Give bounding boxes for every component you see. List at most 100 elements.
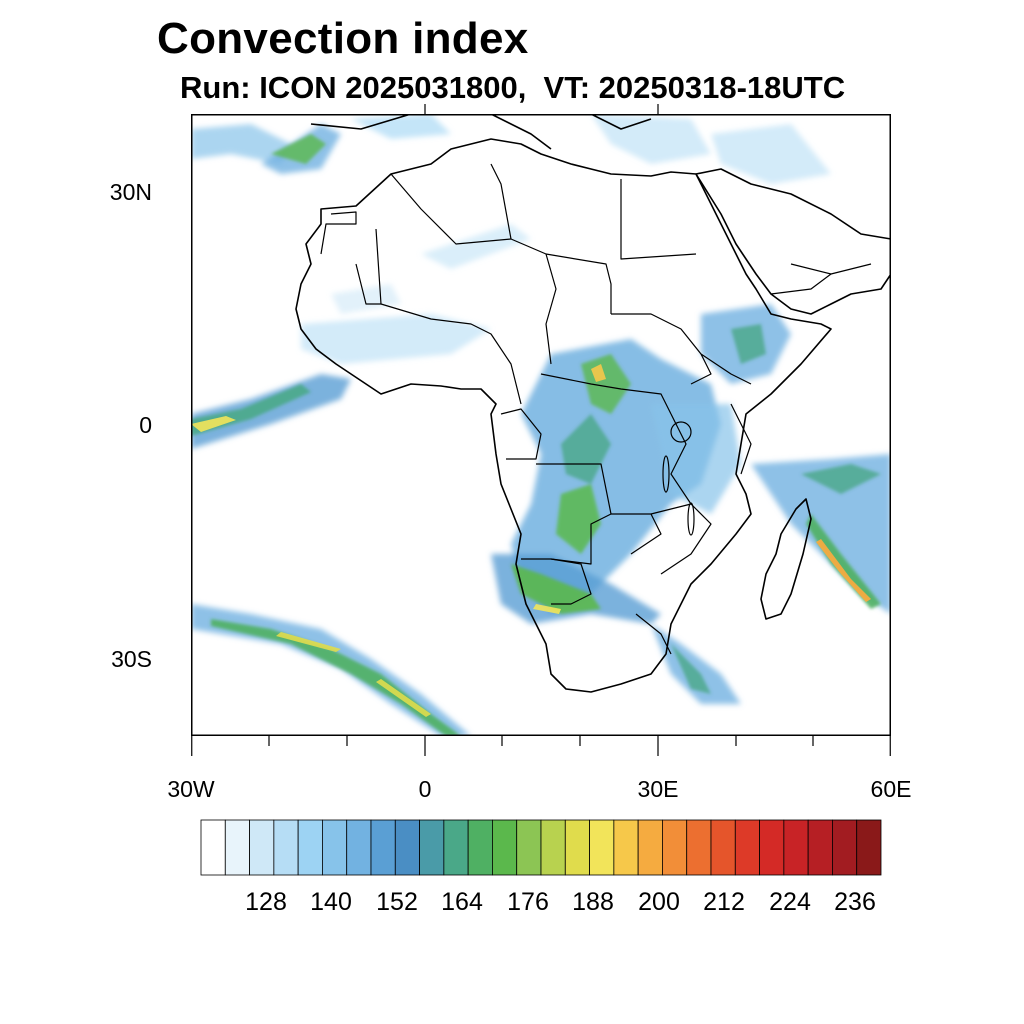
field-blob <box>331 284 401 314</box>
colorbar-swatch <box>540 819 566 876</box>
border <box>770 273 832 295</box>
field-blob <box>511 564 601 614</box>
colorbar-swatch <box>662 819 688 876</box>
madagascar-coastline <box>760 498 812 620</box>
coastlines <box>295 114 891 693</box>
border <box>650 503 712 575</box>
country-borders <box>320 163 872 655</box>
border <box>635 613 672 655</box>
field-blob <box>191 124 291 164</box>
colorbar-swatch <box>686 819 712 876</box>
field-blob <box>806 514 881 609</box>
colorbar-swatch <box>637 819 663 876</box>
africa-coastline <box>295 138 832 693</box>
colorbar-swatch <box>832 819 858 876</box>
lake-tanganyika <box>662 455 670 493</box>
lat-label-30s: 30S <box>111 646 152 672</box>
colorbar-swatch <box>710 819 736 876</box>
border <box>521 558 592 605</box>
bottom-ticks <box>191 736 891 756</box>
field-blob <box>561 414 611 484</box>
colorbar-swatch <box>613 819 639 876</box>
border <box>320 211 357 255</box>
field-blob <box>191 416 236 432</box>
colorbar-swatch <box>297 819 323 876</box>
border <box>620 179 697 260</box>
field-blob <box>533 604 561 614</box>
field-blob <box>421 224 531 269</box>
colorbar-swatch <box>394 819 420 876</box>
field-blob <box>211 619 461 736</box>
border <box>380 303 522 405</box>
colorbar <box>200 819 882 876</box>
border <box>790 263 872 275</box>
top-ticks <box>424 104 659 114</box>
lake-malawi <box>687 502 695 536</box>
lon-label-0: 0 <box>418 776 432 802</box>
colorbar-swatch <box>759 819 785 876</box>
field-blob <box>191 374 351 449</box>
field-blob <box>711 124 831 184</box>
colorbar-label: 152 <box>376 888 418 916</box>
colorbar-swatch <box>346 819 372 876</box>
field-blob <box>276 632 341 652</box>
colorbar-label: 164 <box>441 888 483 916</box>
field-blob <box>556 484 601 554</box>
colorbar-swatch <box>273 819 299 876</box>
colorbar-swatch <box>856 819 882 876</box>
colorbar-swatch <box>200 819 226 876</box>
colorbar-swatch <box>322 819 348 876</box>
colorbar-label: 140 <box>310 888 352 916</box>
colorbar-swatch <box>783 819 809 876</box>
field-blob <box>301 314 491 364</box>
colorbar-label: 236 <box>834 888 876 916</box>
border <box>355 228 382 305</box>
colorbar-swatch <box>224 819 250 876</box>
border <box>390 173 547 255</box>
field-blob <box>591 114 711 164</box>
colorbar-label: 128 <box>245 888 287 916</box>
border <box>540 373 672 415</box>
field-blob <box>671 644 711 694</box>
colorbar-label: 188 <box>572 888 614 916</box>
colorbar-swatch <box>516 819 542 876</box>
lon-label-60e: 60E <box>870 776 912 802</box>
border <box>536 463 612 565</box>
field-blob <box>271 134 326 164</box>
lon-label-30w: 30W <box>167 776 215 802</box>
field-blob <box>801 464 881 494</box>
border <box>545 253 612 314</box>
field-blob <box>651 624 741 704</box>
map-border <box>191 114 891 736</box>
field-blob <box>591 364 606 382</box>
colorbar-swatch <box>734 819 760 876</box>
colorbar-swatch <box>492 819 518 876</box>
colorbar-swatch <box>419 819 445 876</box>
lake-victoria <box>670 421 692 443</box>
border <box>545 253 557 365</box>
colorbar-label: 224 <box>769 888 811 916</box>
border <box>730 403 752 475</box>
field-blob <box>731 324 766 364</box>
lat-label-0: 0 <box>139 412 152 438</box>
colorbar-swatch <box>467 819 493 876</box>
field-blob <box>651 404 741 514</box>
colorbar-swatch <box>249 819 275 876</box>
lon-label-30e: 30E <box>637 776 679 802</box>
border <box>611 313 712 385</box>
lat-label-30n: 30N <box>109 179 152 205</box>
colorbar-label: 212 <box>703 888 745 916</box>
colorbar-swatch <box>564 819 590 876</box>
border <box>500 408 542 460</box>
convection-field-hot <box>191 364 871 717</box>
europe-coastline <box>310 114 652 150</box>
field-blob <box>816 539 871 602</box>
lakes <box>662 421 695 536</box>
border <box>611 513 662 555</box>
field-blob <box>376 679 431 717</box>
colorbar-swatch <box>807 819 833 876</box>
field-blob <box>351 114 451 139</box>
border <box>700 353 752 385</box>
border <box>490 163 512 240</box>
colorbar-swatch <box>443 819 469 876</box>
